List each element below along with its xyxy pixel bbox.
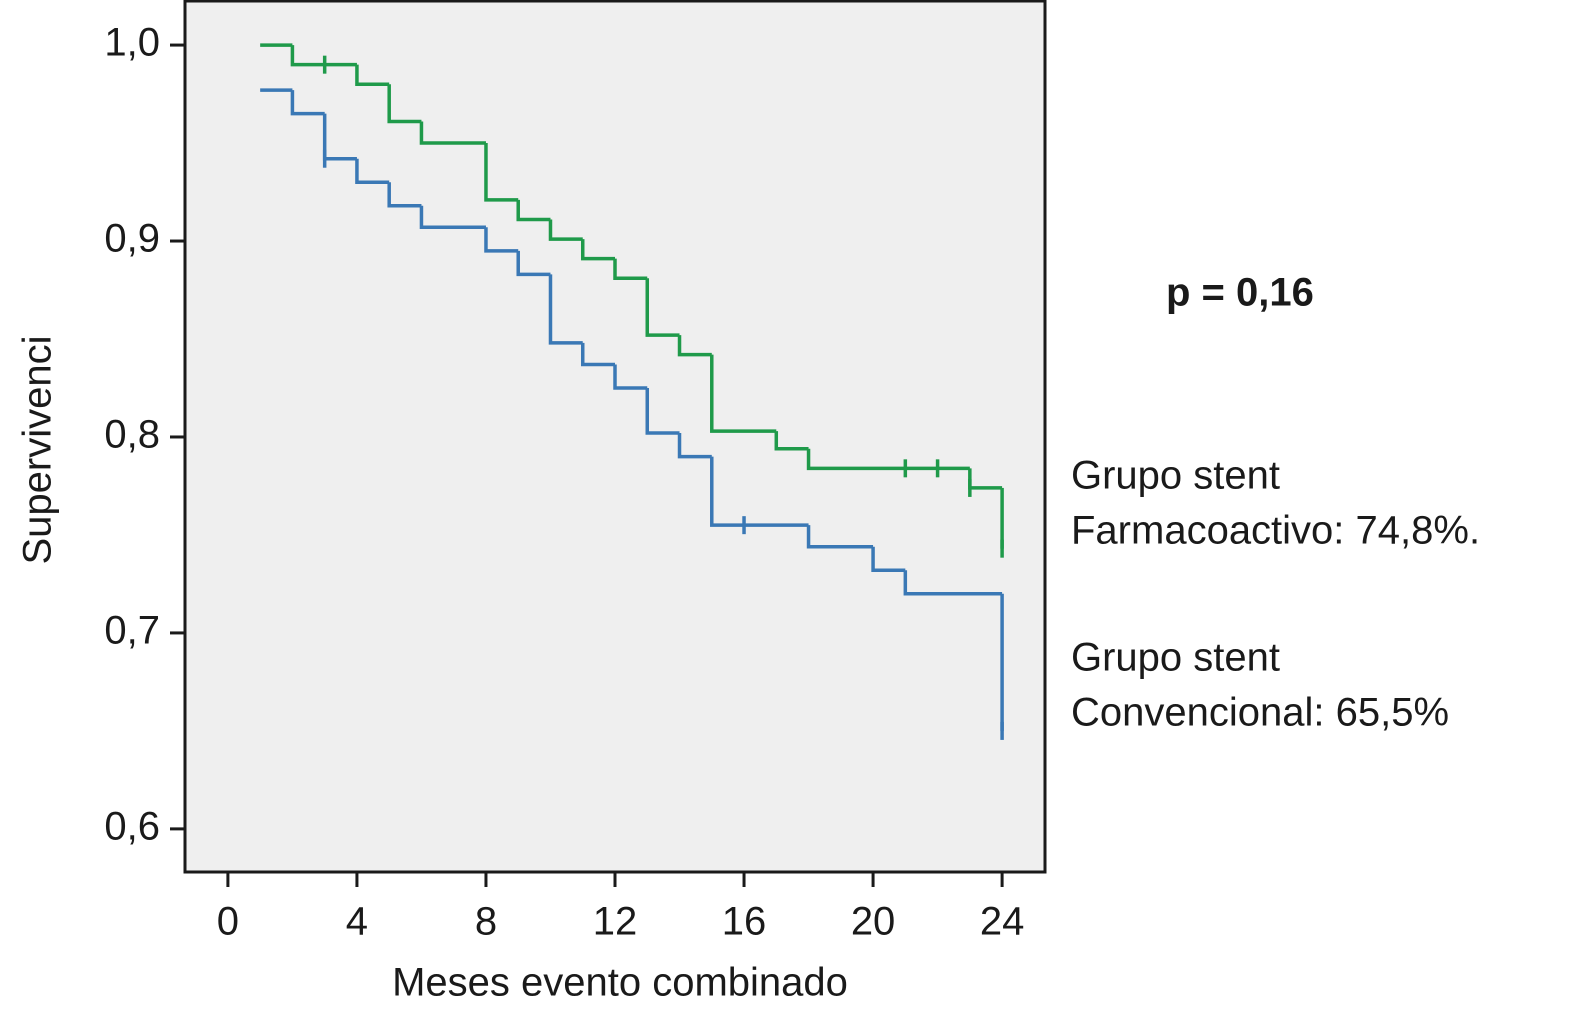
x-tick-label: 0: [217, 900, 239, 944]
x-tick-label: 4: [346, 900, 368, 944]
survival-step: [645, 387, 680, 435]
survival-step: [677, 335, 712, 357]
survival-step: [290, 45, 357, 67]
legend-text: Convencional: 65,5%: [1071, 691, 1449, 735]
survival-step: [580, 342, 615, 367]
survival-step: [516, 250, 551, 277]
survival-step: [613, 364, 648, 390]
x-tick-label: 12: [593, 900, 638, 944]
legend-text: Grupo stent: [1071, 454, 1280, 498]
survival-step: [806, 525, 874, 549]
legend-text: Farmacoactivo: 74,8%.: [1071, 509, 1480, 553]
survival-step: [871, 546, 906, 572]
survival-step: [419, 205, 486, 230]
survival-step: [355, 158, 390, 184]
survival-step: [710, 456, 809, 527]
plot-area: [183, 0, 1047, 874]
survival-step: [419, 121, 486, 145]
y-tick-label: 0,7: [104, 608, 160, 652]
y-tick-label: 0,8: [104, 413, 160, 457]
survival-step: [774, 431, 809, 451]
survival-step: [387, 182, 422, 208]
y-tick-label: 0,9: [104, 217, 160, 261]
survival-step: [580, 239, 615, 261]
y-axis-label: Supervivenci: [16, 335, 60, 564]
survival-step: [613, 258, 648, 281]
x-tick-label: 24: [980, 900, 1025, 944]
survival-step: [290, 90, 325, 116]
survival-step: [645, 278, 680, 337]
survival-step: [903, 570, 1003, 596]
x-axis-label: Meses evento combinado: [392, 961, 848, 1005]
survival-step: [548, 219, 583, 241]
survival-step: [484, 227, 519, 253]
survival-step: [516, 199, 551, 222]
p-value: p = 0,16: [1166, 271, 1314, 315]
survival-step: [548, 274, 583, 345]
survival-step: [677, 433, 712, 459]
survival-step: [710, 354, 777, 433]
x-tick-label: 8: [475, 900, 497, 944]
y-tick-label: 1,0: [104, 21, 160, 65]
survival-step: [484, 143, 519, 202]
x-tick-label: 20: [851, 900, 896, 944]
survival-step: [806, 448, 970, 471]
survival-step: [387, 84, 422, 124]
x-tick-label: 16: [722, 900, 767, 944]
legend-text: Grupo stent: [1071, 636, 1280, 680]
survival-step: [355, 64, 390, 87]
y-tick-label: 0,6: [104, 804, 160, 848]
